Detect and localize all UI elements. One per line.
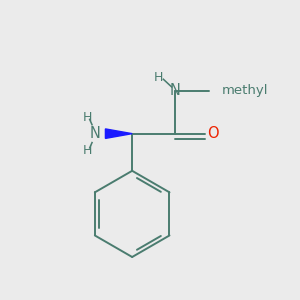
Text: methyl: methyl <box>222 84 268 97</box>
Text: O: O <box>208 126 219 141</box>
Polygon shape <box>105 129 132 138</box>
Text: H: H <box>83 111 92 124</box>
Text: H: H <box>154 71 164 84</box>
Text: N: N <box>90 126 101 141</box>
Text: N: N <box>170 83 181 98</box>
Text: H: H <box>83 143 92 157</box>
